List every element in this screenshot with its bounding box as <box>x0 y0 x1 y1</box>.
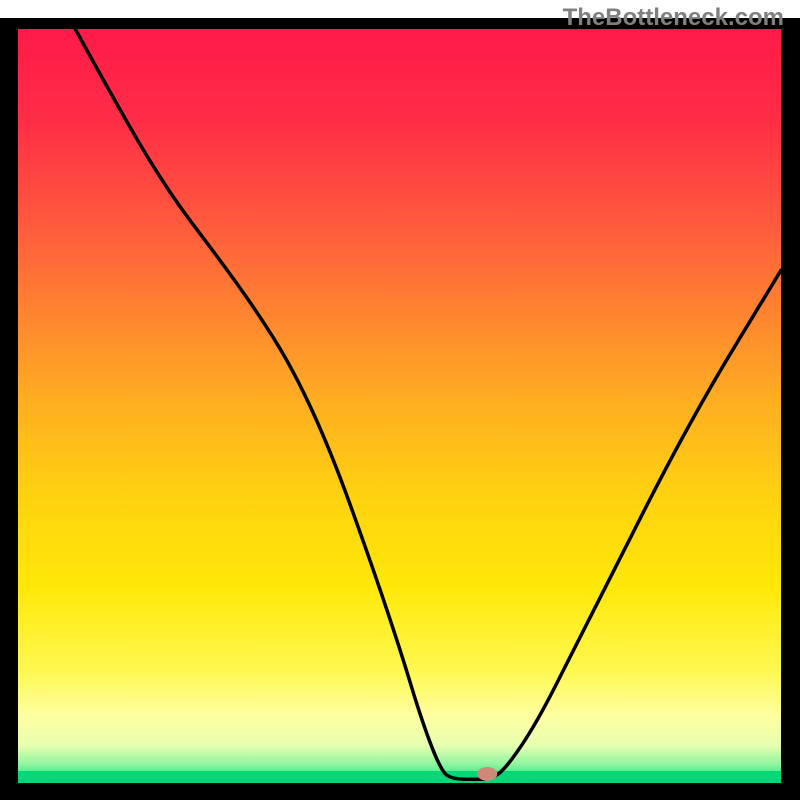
plot-background <box>18 29 781 783</box>
bottom-band <box>18 771 781 783</box>
watermark-text: TheBottleneck.com <box>563 4 784 32</box>
bottleneck-chart <box>0 0 800 800</box>
optimal-marker <box>477 767 497 781</box>
chart-container: TheBottleneck.com <box>0 0 800 800</box>
